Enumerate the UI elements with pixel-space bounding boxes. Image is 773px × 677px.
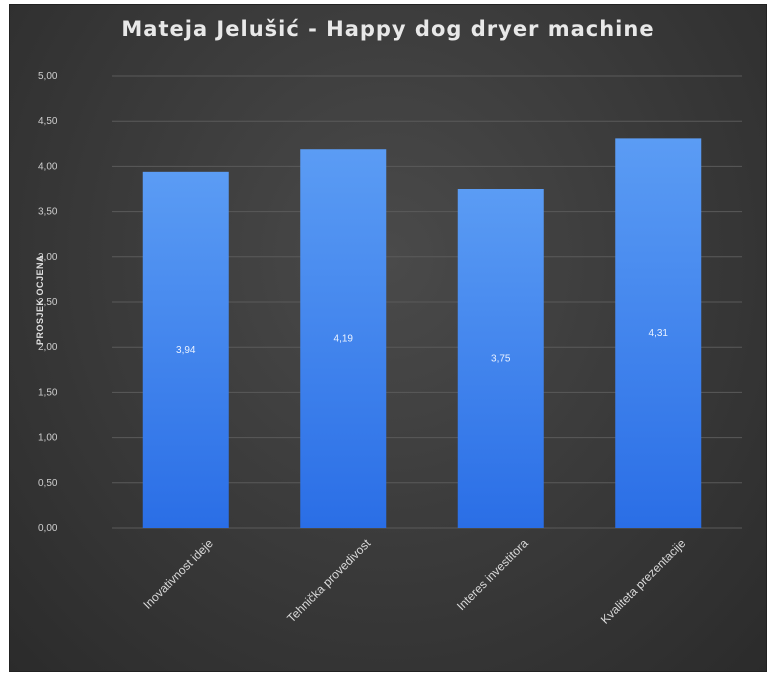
y-tick-label: 3,50	[38, 207, 58, 218]
x-category-label: Tehnička provedivost	[284, 536, 374, 626]
y-tick-label: 1,00	[38, 433, 58, 444]
x-category-label: Kvaliteta prezentacije	[598, 536, 689, 627]
y-tick-label: 2,00	[38, 342, 58, 353]
y-tick-label: 0,50	[38, 478, 58, 489]
bar-value-label: 3,94	[176, 345, 196, 356]
bar	[615, 138, 702, 528]
y-tick-label: 4,50	[38, 116, 58, 127]
x-axis-categories: Inovativnost ideje Tehnička provedivost In…	[140, 536, 688, 627]
bar-value-label: 3,75	[491, 354, 511, 365]
y-tick-label: 1,50	[38, 387, 58, 398]
bar	[142, 171, 229, 528]
y-tick-label: 2,50	[38, 297, 58, 308]
bar	[300, 149, 387, 528]
y-tick-label: 4,00	[38, 161, 58, 172]
data-labels: 3,94 4,19 3,75 4,31	[176, 328, 668, 364]
y-tick-label: 3,00	[38, 252, 58, 263]
y-axis-label: PROSJEK OCJENA	[35, 255, 45, 345]
bar-value-label: 4,31	[649, 328, 669, 339]
x-category-label: Interes investitora	[454, 536, 531, 613]
bar-value-label: 4,19	[334, 334, 354, 345]
x-category-label: Inovativnost ideje	[140, 536, 216, 612]
bars	[142, 138, 702, 528]
bar	[457, 189, 544, 528]
y-tick-label: 0,00	[38, 523, 58, 534]
y-tick-label: 5,00	[38, 71, 58, 82]
y-axis-ticks: 0,00 0,50 1,00 1,50 2,00 2,50 3,00 3,50 4,00 4,50…	[38, 71, 58, 534]
chart-title: Mateja Jelušić - Happy dog dryer machine	[121, 17, 655, 41]
